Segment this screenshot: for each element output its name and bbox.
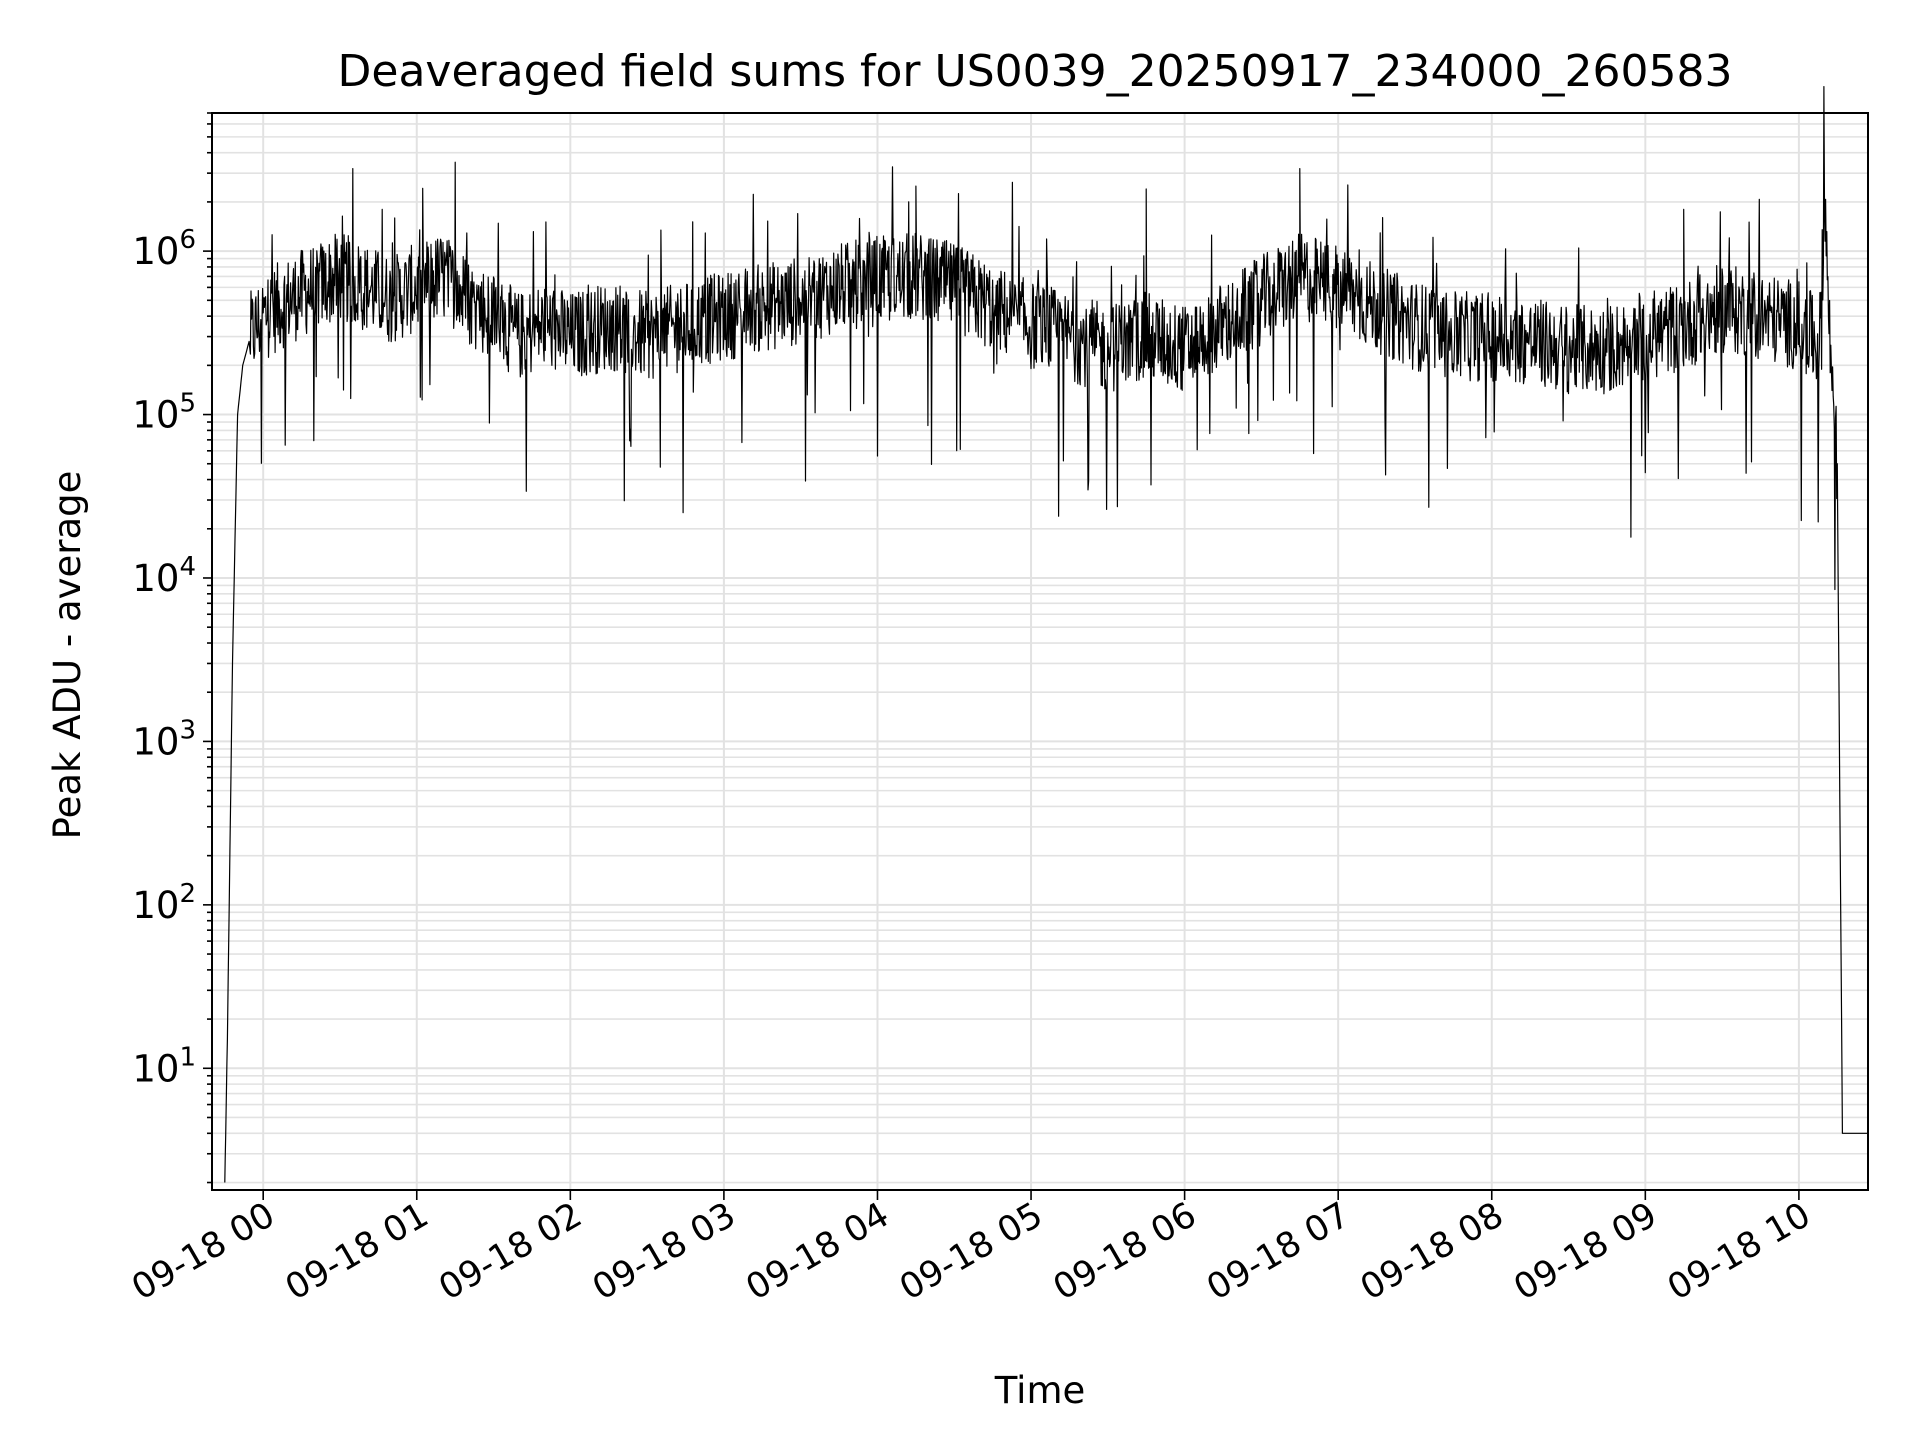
y-tick-label: 105 — [132, 389, 196, 437]
y-tick-label: 101 — [132, 1042, 196, 1090]
y-tick-label: 102 — [132, 879, 196, 927]
y-tick-label: 106 — [132, 225, 196, 273]
ticks — [203, 112, 1800, 1200]
y-tick-label: 103 — [132, 715, 196, 763]
series-line — [224, 86, 1868, 1183]
chart-title: Deaveraged field sums for US0039_2025091… — [338, 46, 1733, 97]
y-axis-label: Peak ADU - average — [46, 471, 89, 840]
y-tick-labels: 101 102 103 104 105 106 — [132, 225, 196, 1090]
plot-frame — [211, 112, 1869, 1191]
series-group — [224, 86, 1868, 1183]
x-axis-label: Time — [994, 1369, 1086, 1412]
y-tick-label: 104 — [132, 552, 196, 600]
grid-minor — [212, 112, 1868, 1184]
